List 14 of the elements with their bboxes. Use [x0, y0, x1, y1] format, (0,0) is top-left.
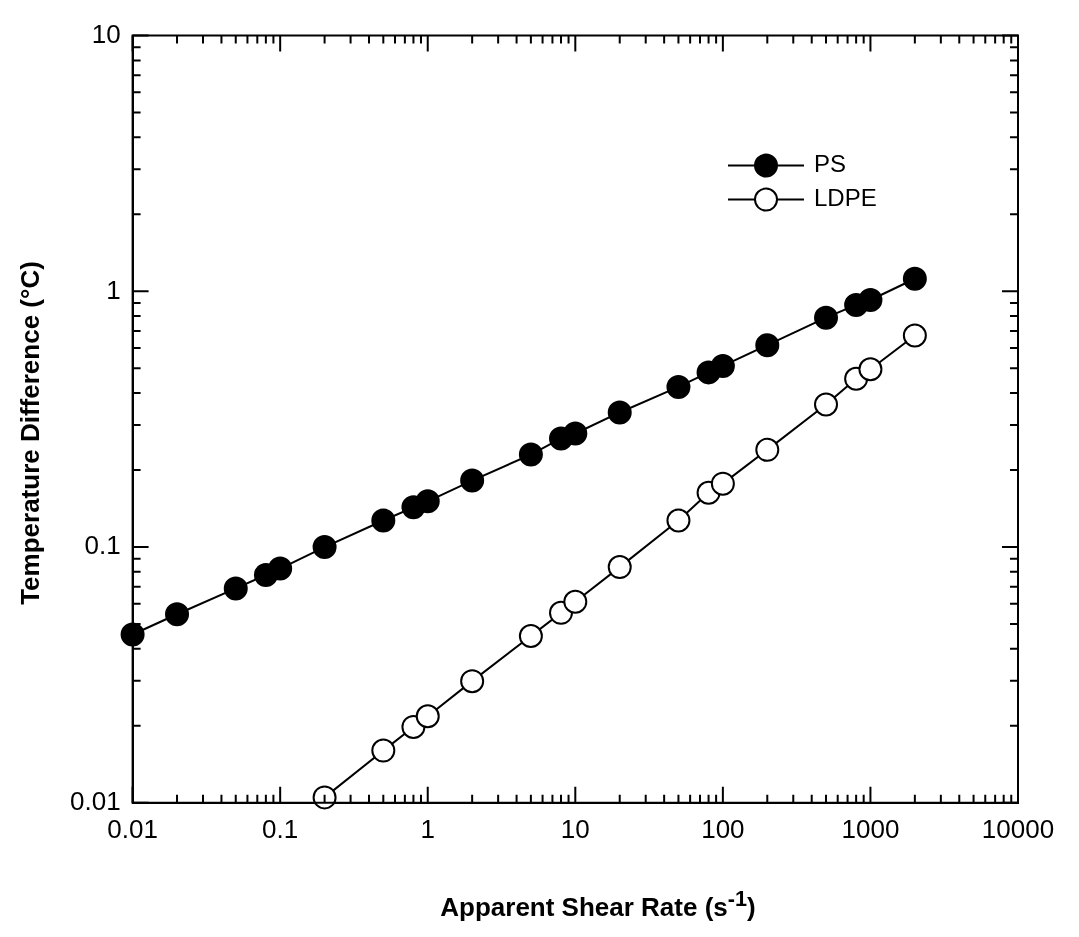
x-tick-label: 0.1	[262, 813, 299, 844]
y-tick-label: 10	[91, 18, 121, 49]
x-tick-label: 10	[560, 813, 590, 844]
y-axis-title: Temperature Difference (°C)	[14, 261, 46, 605]
y-tick-label: 0.01	[69, 785, 121, 816]
x-tick-label: 1	[420, 813, 435, 844]
x-tick-label: 100	[701, 813, 745, 844]
y-tick-label: 0.1	[84, 530, 121, 561]
x-axis-title: Apparent Shear Rate (s$^{-1}$)	[440, 886, 756, 923]
legend-label: PS	[814, 150, 847, 178]
legend-label: LDPE	[814, 184, 877, 212]
y-tick-label: 1	[106, 274, 121, 305]
x-tick-label: 10000	[981, 813, 1055, 844]
x-tick-label: 1000	[841, 813, 900, 844]
